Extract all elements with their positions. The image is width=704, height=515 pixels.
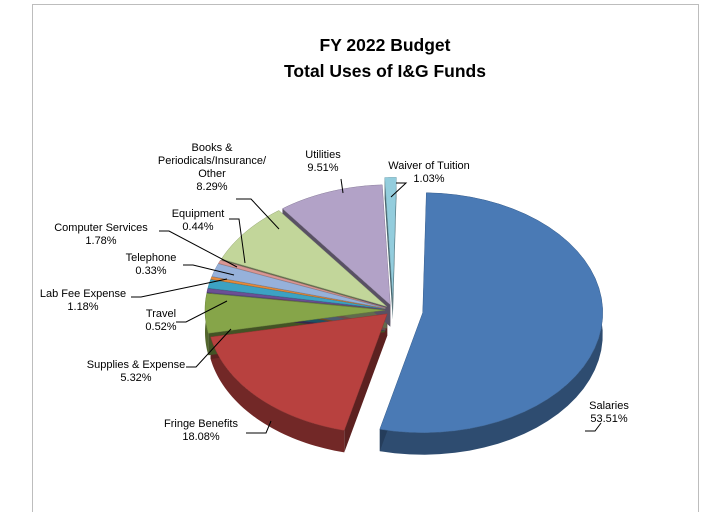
slice-value-label: 8.29% [196,181,227,193]
slice-wall [210,336,345,453]
leader-line [585,422,602,432]
slice-value-label: 18.08% [182,431,220,443]
slice-value-label: 1.03% [413,173,444,185]
slice-name-label: Travel [146,308,176,320]
leader-line [246,420,272,434]
chart-title: FY 2022 Budget [320,35,451,55]
pie-tops [204,177,603,433]
chart-titles: FY 2022 Budget Total Uses of I&G Funds [284,35,486,81]
pie-slice-utilities [282,184,391,306]
pie-slice-equipment [218,259,386,309]
pie-slice-fringe-benefits [210,313,388,431]
pie-layer [204,177,603,455]
leader-line [390,182,408,198]
chart-frame: FY 2022 Budget Total Uses of I&G Funds S… [32,4,699,512]
slice-value-label: 1.78% [85,235,116,247]
pie-slice-salaries [379,192,603,433]
slice-name-label: Telephone [126,252,177,264]
slice-name-label: Supplies & Expense [87,359,185,371]
slice-value-label: 1.18% [67,301,98,313]
slice-edge [384,177,393,320]
chart-subtitle: Total Uses of I&G Funds [284,61,486,81]
leader-line [159,230,238,268]
slice-value-label: 0.33% [135,265,166,277]
pie-slice-waiver-of-tuition [384,177,397,298]
leader-line [186,328,232,368]
slice-value-label: 5.32% [120,372,151,384]
slice-name-label: Computer Services [54,222,148,234]
pie-slice-books-periodicals-insurance-other [221,210,387,307]
slice-edge [344,313,388,453]
slice-value-label: 0.52% [145,321,176,333]
slice-name-label: Salaries [589,400,629,412]
slice-name-label: Periodicals/Insurance/ [158,155,267,167]
slice-name-label: Waiver of Tuition [388,160,470,172]
slice-value-label: 9.51% [307,162,338,174]
pie-slice-telephone [210,276,386,309]
pie-slice-lab-fee-expense [207,279,386,310]
pie-slice-supplies-expense [204,293,386,334]
leader-line [236,198,280,230]
slice-name-label: Books & [192,142,234,154]
leader-line [183,264,235,276]
leader-line [340,178,344,194]
leader-line [176,300,228,323]
pie-slice-travel [206,288,386,310]
pie-chart: FY 2022 Budget Total Uses of I&G Funds S… [40,35,629,455]
slice-value-label: 53.51% [590,413,628,425]
leader-line [131,278,228,298]
slice-name-label: Equipment [172,208,225,220]
slice-name-label: Lab Fee Expense [40,288,126,300]
slice-name-label: Fringe Benefits [164,418,238,430]
slice-name-label: Other [198,168,226,180]
slice-name-label: Utilities [305,149,341,161]
slice-value-label: 0.44% [182,221,213,233]
leader-line [229,218,246,264]
